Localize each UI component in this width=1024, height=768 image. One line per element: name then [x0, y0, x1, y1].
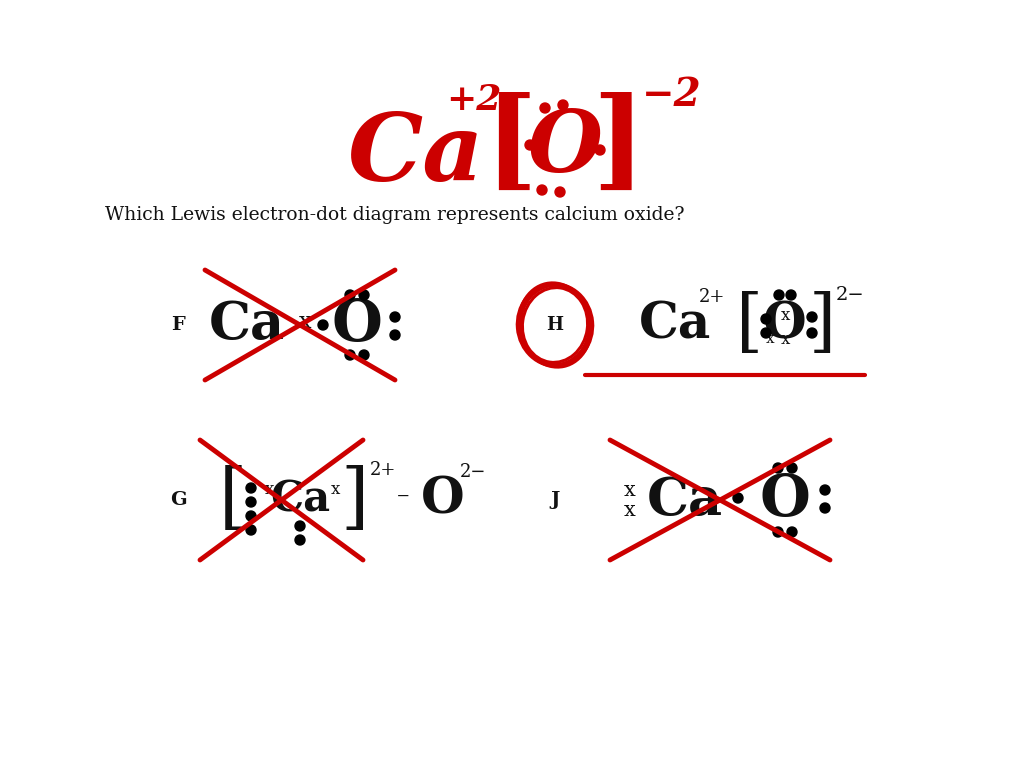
Text: Ca: Ca [647, 475, 723, 525]
Circle shape [558, 100, 568, 110]
Circle shape [787, 463, 797, 473]
Circle shape [295, 535, 305, 545]
Text: −2: −2 [642, 76, 701, 114]
Circle shape [359, 290, 369, 300]
Circle shape [359, 350, 369, 360]
Circle shape [246, 497, 256, 507]
Circle shape [318, 320, 328, 330]
Circle shape [773, 463, 783, 473]
Text: O: O [760, 472, 810, 528]
Text: O: O [763, 300, 807, 349]
Text: G: G [170, 491, 186, 509]
Text: 2+: 2+ [698, 288, 725, 306]
Text: Ca: Ca [270, 479, 330, 521]
Text: Which Lewis electron-dot diagram represents calcium oxide?: Which Lewis electron-dot diagram represe… [105, 206, 684, 224]
Circle shape [595, 145, 605, 155]
Circle shape [733, 493, 743, 503]
Text: [: [ [736, 292, 764, 358]
Circle shape [345, 290, 355, 300]
Circle shape [761, 314, 771, 324]
Circle shape [537, 185, 547, 195]
Text: Ca: Ca [347, 110, 483, 200]
Circle shape [246, 525, 256, 535]
Circle shape [390, 330, 400, 340]
Text: ]: ] [808, 292, 836, 358]
Text: H: H [547, 316, 563, 334]
Text: +2: +2 [446, 83, 502, 117]
Circle shape [807, 328, 817, 338]
Circle shape [246, 483, 256, 493]
Circle shape [820, 503, 830, 513]
Text: Ca: Ca [209, 300, 285, 350]
Text: x: x [766, 332, 774, 346]
Circle shape [345, 350, 355, 360]
Text: x: x [624, 481, 636, 499]
Circle shape [820, 485, 830, 495]
Text: J: J [550, 491, 560, 509]
Circle shape [295, 521, 305, 531]
Text: O: O [421, 475, 465, 525]
Circle shape [787, 527, 797, 537]
Circle shape [540, 103, 550, 113]
Text: x: x [624, 501, 636, 519]
Circle shape [774, 290, 784, 300]
Circle shape [525, 140, 535, 150]
Text: x: x [780, 330, 790, 347]
Text: 2−: 2− [460, 463, 486, 481]
Text: –: – [396, 484, 410, 507]
Circle shape [555, 187, 565, 197]
Text: F: F [171, 316, 185, 334]
Text: [: [ [483, 91, 537, 198]
Circle shape [761, 328, 771, 338]
Text: x: x [331, 482, 340, 498]
Circle shape [807, 312, 817, 322]
Text: 2−: 2− [836, 286, 864, 304]
Circle shape [246, 511, 256, 521]
Text: 2+: 2+ [370, 461, 396, 479]
Text: Ca: Ca [639, 300, 711, 349]
Text: [: [ [219, 465, 247, 535]
Text: ]: ] [341, 465, 369, 535]
Text: ]: ] [592, 91, 644, 198]
Text: O: O [527, 106, 602, 190]
Text: x: x [264, 482, 273, 498]
Circle shape [390, 312, 400, 322]
Text: x: x [299, 311, 311, 333]
Text: x: x [780, 306, 790, 323]
Circle shape [786, 290, 796, 300]
Text: O: O [332, 297, 382, 353]
Circle shape [773, 527, 783, 537]
